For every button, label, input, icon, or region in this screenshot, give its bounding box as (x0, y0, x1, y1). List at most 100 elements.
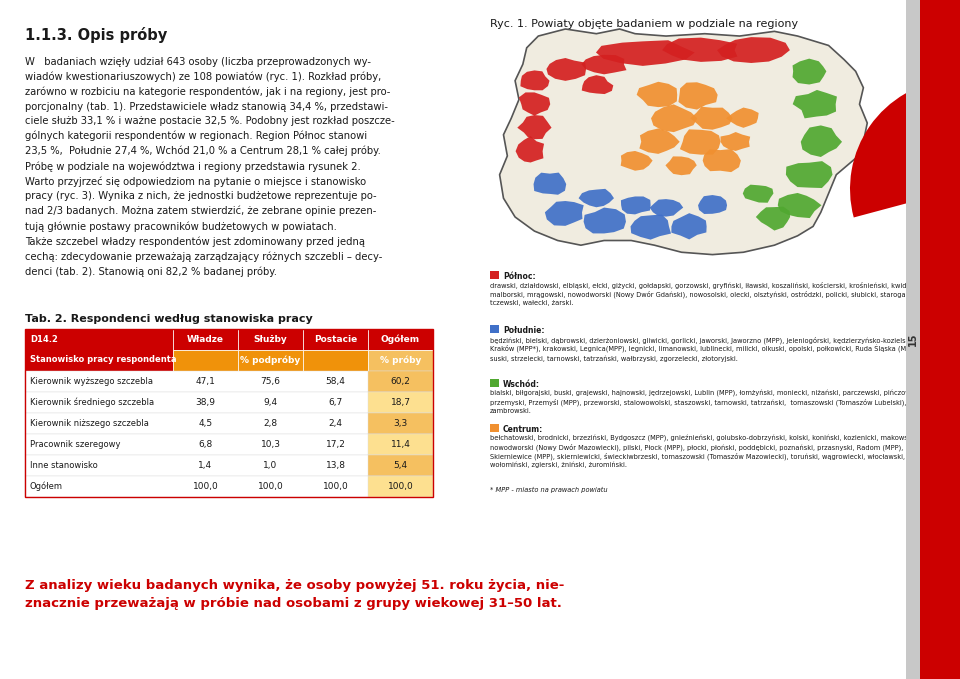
Polygon shape (801, 126, 842, 157)
Polygon shape (679, 82, 718, 109)
Polygon shape (662, 37, 737, 62)
Text: Centrum:: Centrum: (503, 424, 543, 433)
Text: 9,4: 9,4 (263, 398, 277, 407)
Text: 38,9: 38,9 (196, 398, 215, 407)
Text: 100,0: 100,0 (193, 482, 218, 491)
Polygon shape (582, 75, 613, 94)
Text: Władze: Władze (187, 335, 224, 344)
Text: Północ:: Północ: (503, 272, 536, 281)
Text: Służby: Służby (253, 335, 287, 344)
Polygon shape (621, 151, 653, 170)
Text: 10,3: 10,3 (260, 440, 280, 449)
Polygon shape (516, 136, 544, 162)
Polygon shape (651, 105, 697, 132)
Text: Tab. 2. Respondenci według stanowiska pracy: Tab. 2. Respondenci według stanowiska pr… (25, 314, 313, 324)
Bar (368, 350, 433, 371)
Bar (25, 329, 173, 371)
Polygon shape (520, 71, 549, 90)
Text: % podpróby: % podpróby (240, 356, 300, 365)
Text: bełchatowski, brodnicki, brzeziński, Bydgoszcz (MPP), gnieźnieński, golubsko-dob: bełchatowski, brodnicki, brzeziński, Byd… (490, 435, 948, 469)
Bar (490, 379, 499, 387)
Text: 6,8: 6,8 (199, 440, 212, 449)
Text: 17,2: 17,2 (325, 440, 346, 449)
Bar (368, 434, 433, 455)
Bar (25, 371, 433, 392)
Text: 13,8: 13,8 (325, 461, 346, 470)
Text: Pracownik szeregowy: Pracownik szeregowy (30, 440, 121, 449)
Bar (238, 329, 303, 350)
Text: 100,0: 100,0 (257, 482, 283, 491)
Polygon shape (519, 92, 550, 115)
Polygon shape (665, 156, 697, 175)
Polygon shape (721, 132, 750, 151)
Text: Ogółem: Ogółem (30, 481, 63, 491)
Bar (368, 455, 433, 476)
Bar (303, 329, 368, 350)
Polygon shape (690, 107, 732, 130)
Text: Inne stanowisko: Inne stanowisko (30, 461, 98, 470)
Polygon shape (793, 90, 837, 118)
Text: 2,4: 2,4 (328, 419, 343, 428)
Bar (25, 329, 433, 497)
Text: Ogółem: Ogółem (381, 335, 420, 344)
Polygon shape (698, 195, 727, 214)
Text: * MPP - miasto na prawach powiatu: * MPP - miasto na prawach powiatu (490, 487, 608, 493)
Bar (238, 350, 303, 371)
Text: 18,7: 18,7 (391, 398, 411, 407)
Text: Południe:: Południe: (503, 326, 544, 335)
Bar (25, 413, 433, 434)
Polygon shape (499, 29, 867, 255)
Text: D14.2: D14.2 (30, 335, 58, 344)
Text: 58,4: 58,4 (325, 377, 346, 386)
Polygon shape (786, 161, 832, 188)
Text: % próby: % próby (380, 356, 421, 365)
Polygon shape (517, 115, 552, 139)
Text: 5,4: 5,4 (394, 461, 408, 470)
Bar (490, 325, 499, 333)
Polygon shape (545, 201, 584, 226)
Text: 60,2: 60,2 (391, 377, 411, 386)
Text: Kierownik wyższego szczebla: Kierownik wyższego szczebla (30, 377, 153, 386)
Text: drawski, działdowski, elbląski, ełcki, giżycki, gołdapski, gorzowski, gryfiński,: drawski, działdowski, elbląski, ełcki, g… (490, 282, 960, 306)
Bar (368, 371, 433, 392)
Text: 1,0: 1,0 (263, 461, 277, 470)
Text: 11,4: 11,4 (391, 440, 411, 449)
Bar (25, 476, 433, 497)
Bar (25, 455, 433, 476)
Text: Wschód:: Wschód: (503, 380, 540, 389)
Polygon shape (582, 55, 627, 74)
Text: bialski, biłgorajski, buski, grajewski, hajnowski, jędrzejowski, Lublin (MPP), ł: bialski, biłgorajski, buski, grajewski, … (490, 390, 945, 414)
Polygon shape (621, 196, 651, 215)
Polygon shape (743, 185, 774, 203)
Text: Ryc. 1. Powiaty objęte badaniem w podziale na regiony: Ryc. 1. Powiaty objęte badaniem w podzia… (490, 19, 798, 29)
Polygon shape (546, 58, 586, 81)
Bar (368, 329, 433, 350)
Text: 100,0: 100,0 (323, 482, 348, 491)
Polygon shape (631, 215, 671, 240)
Bar (906, 0, 920, 679)
Bar (173, 329, 238, 350)
Text: Kierownik niższego szczebla: Kierownik niższego szczebla (30, 419, 149, 428)
Polygon shape (584, 208, 626, 234)
Polygon shape (703, 149, 741, 172)
Bar (490, 424, 499, 431)
Bar (920, 0, 960, 679)
Text: 4,5: 4,5 (199, 419, 212, 428)
Polygon shape (726, 107, 758, 128)
Text: 47,1: 47,1 (196, 377, 215, 386)
Bar (368, 392, 433, 413)
Text: 1.1.3. Opis próby: 1.1.3. Opis próby (25, 27, 167, 43)
Text: Postacie: Postacie (314, 335, 357, 344)
Polygon shape (671, 213, 707, 240)
Polygon shape (596, 40, 695, 66)
Text: będziński, bielski, dąbrowski, dzierżoniowski, gliwicki, gorlicki, jaworski, Jaw: będziński, bielski, dąbrowski, dzierżoni… (490, 336, 949, 362)
Text: 15: 15 (908, 332, 918, 346)
Polygon shape (650, 199, 684, 217)
Polygon shape (793, 58, 827, 84)
Bar (303, 350, 368, 371)
Text: Z analizy wieku badanych wynika, że osoby powyżej 51. roku życia, nie-
znacznie : Z analizy wieku badanych wynika, że osob… (25, 579, 564, 610)
Bar (25, 434, 433, 455)
Text: 6,7: 6,7 (328, 398, 343, 407)
Polygon shape (717, 37, 790, 63)
Polygon shape (680, 130, 721, 155)
